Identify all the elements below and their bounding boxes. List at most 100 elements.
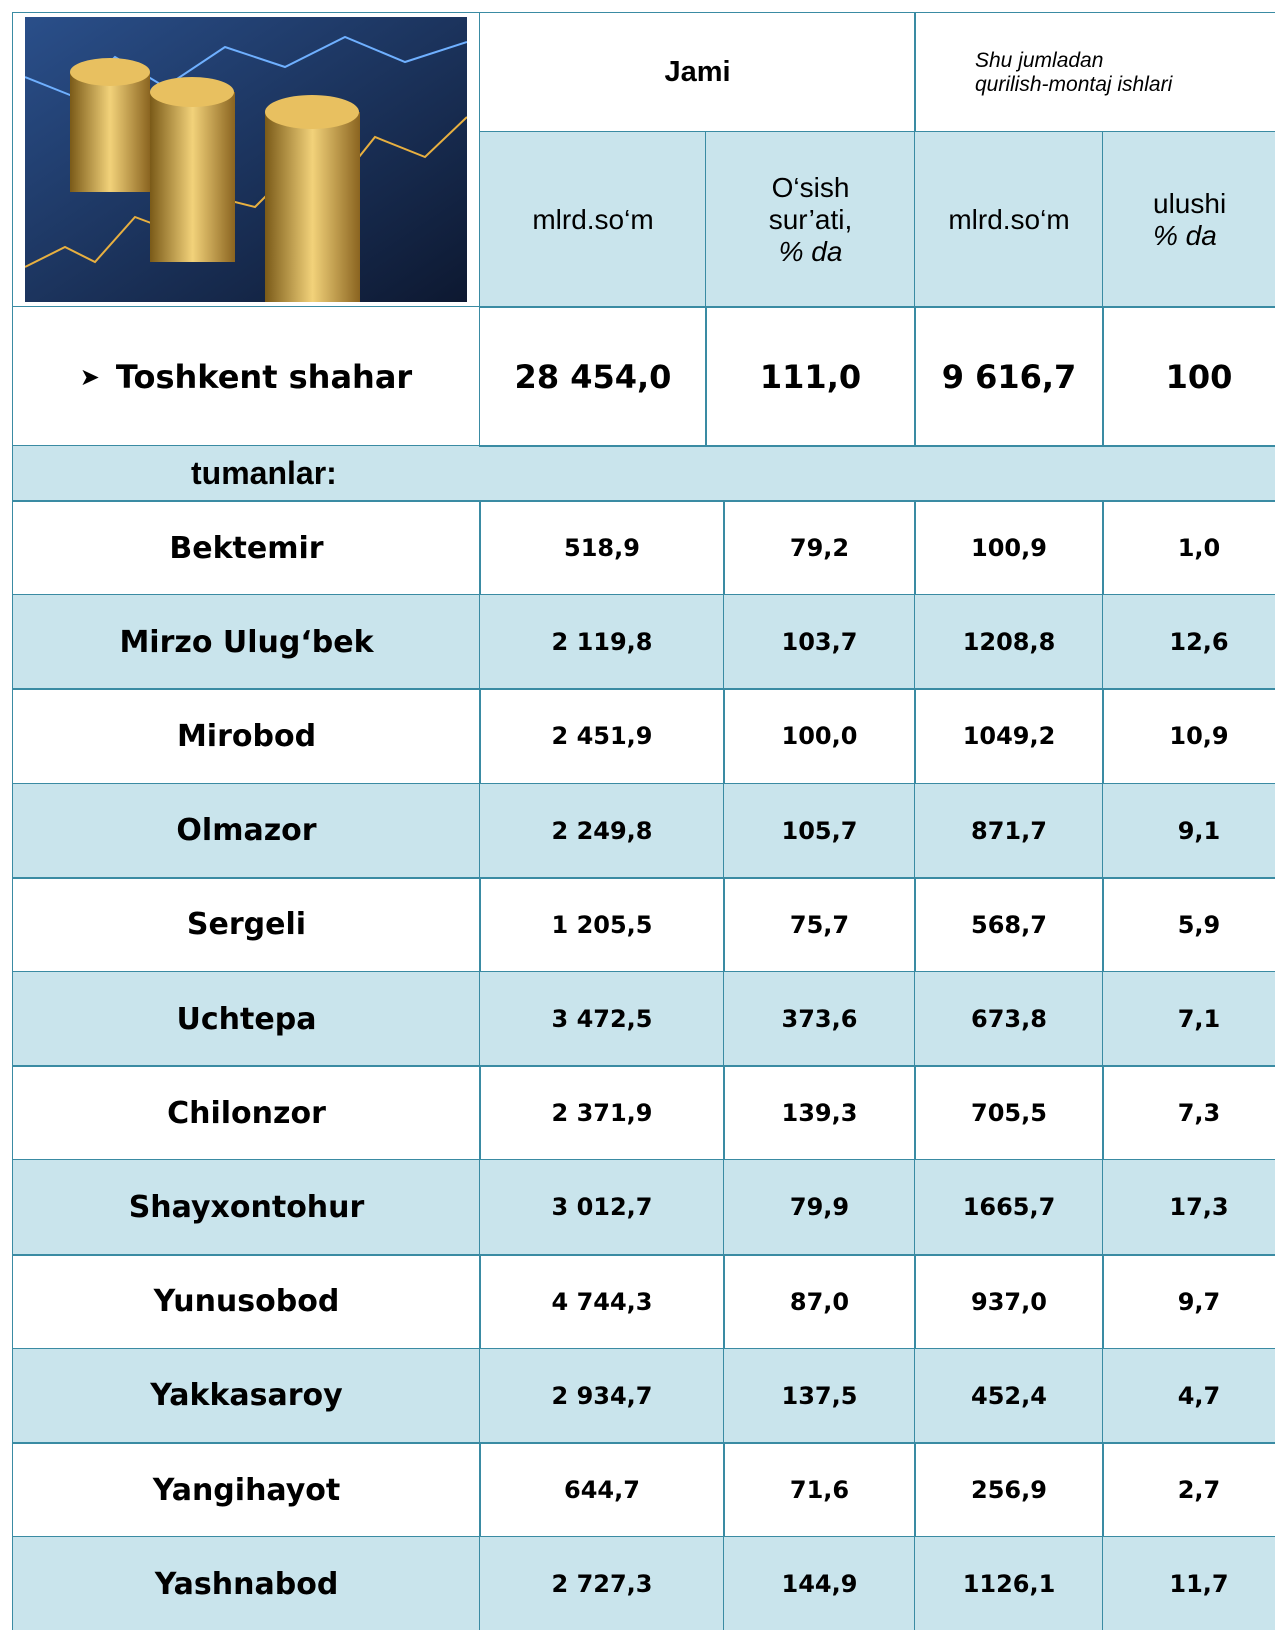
table-cell: 937,0 — [914, 1253, 1104, 1350]
total-cell-text: 100 — [1165, 357, 1233, 396]
district-name: Mirobod — [12, 688, 481, 785]
table-cell-text: 139,3 — [781, 1099, 858, 1128]
table-cell-text: 568,7 — [971, 910, 1047, 939]
table-cell-text: 2 451,9 — [551, 722, 653, 751]
table-cell: 105,7 — [723, 782, 916, 879]
table-cell-text: 87,0 — [789, 1287, 850, 1316]
table-cell-text: 2 119,8 — [551, 628, 653, 657]
table-cell: 3 472,5 — [479, 971, 725, 1068]
table-cell: 2,7 — [1102, 1442, 1275, 1539]
table-cell-text: 105,7 — [781, 816, 858, 845]
table-cell: 452,4 — [914, 1347, 1104, 1444]
table-cell-text: 1049,2 — [962, 722, 1056, 751]
header-text: mlrd.so‘m — [532, 203, 654, 235]
table-cell-text: 452,4 — [971, 1381, 1047, 1410]
table-cell: 2 451,9 — [479, 688, 725, 785]
header-text: qurilish-montaj ishlari — [975, 72, 1173, 96]
district-name-text: Olmazor — [176, 813, 317, 849]
table-cell: 9,7 — [1102, 1253, 1275, 1350]
table-cell: 4 744,3 — [479, 1253, 725, 1350]
table-cell: 7,1 — [1102, 971, 1275, 1068]
table-cell-text: 100,0 — [781, 722, 858, 751]
table-cell-text: 518,9 — [564, 534, 640, 563]
table-cell: 75,7 — [723, 876, 916, 973]
district-name-text: Chilonzor — [167, 1095, 326, 1131]
table-cell-text: 17,3 — [1169, 1193, 1229, 1222]
district-name: Yakkasaroy — [12, 1347, 481, 1444]
total-cell: 111,0 — [705, 306, 916, 447]
table-cell: 100,9 — [914, 500, 1104, 597]
table-cell: 673,8 — [914, 971, 1104, 1068]
district-name-text: Yakkasaroy — [150, 1378, 343, 1414]
table-cell-text: 4 744,3 — [551, 1287, 653, 1316]
table-cell: 10,9 — [1102, 688, 1275, 785]
table-cell: 103,7 — [723, 594, 916, 691]
district-name: Sergeli — [12, 876, 481, 973]
table-cell: 2 934,7 — [479, 1347, 725, 1444]
table-cell-text: 256,9 — [971, 1476, 1047, 1505]
district-name: Mirzo Ulug‘bek — [12, 594, 481, 691]
table-cell-text: 137,5 — [781, 1381, 858, 1410]
header-text: ulushi — [1153, 187, 1227, 219]
table-cell: 79,2 — [723, 500, 916, 597]
table-cell: 137,5 — [723, 1347, 916, 1444]
table-cell-text: 11,7 — [1169, 1570, 1229, 1599]
table-cell-text: 2 371,9 — [551, 1099, 653, 1128]
table-cell-text: 4,7 — [1177, 1381, 1221, 1410]
district-name-text: Bektemir — [169, 530, 324, 566]
district-name-text: Sergeli — [186, 907, 307, 943]
district-name: Olmazor — [12, 782, 481, 879]
table-cell-text: 1208,8 — [962, 628, 1056, 657]
table-cell-text: 9,7 — [1177, 1287, 1221, 1316]
table-cell-text: 871,7 — [971, 816, 1047, 845]
table-cell: 256,9 — [914, 1442, 1104, 1539]
table-cell: 12,6 — [1102, 594, 1275, 691]
table-cell: 518,9 — [479, 500, 725, 597]
total-name: Toshkent shahar — [115, 357, 413, 396]
total-cell-text: 9 616,7 — [941, 357, 1077, 396]
table-cell-text: 5,9 — [1177, 910, 1221, 939]
table-cell: 1126,1 — [914, 1536, 1104, 1630]
table-cell-text: 10,9 — [1169, 722, 1229, 751]
table-cell: 2 249,8 — [479, 782, 725, 879]
district-name-text: Yunusobod — [153, 1284, 340, 1320]
table-cell: 1049,2 — [914, 688, 1104, 785]
table-cell-text: 3 472,5 — [551, 1005, 653, 1034]
total-name-cell: ➤ Toshkent shahar — [12, 306, 480, 447]
image-cell — [12, 12, 480, 307]
table-cell-text: 100,9 — [971, 534, 1047, 563]
header-text: mlrd.so‘m — [948, 203, 1070, 235]
table-cell: 2 727,3 — [479, 1536, 725, 1630]
table-cell-text: 1,0 — [1177, 534, 1221, 563]
table-cell-text: 1126,1 — [962, 1570, 1056, 1599]
district-name: Chilonzor — [12, 1065, 481, 1162]
table-cell: 2 371,9 — [479, 1065, 725, 1162]
table-cell: 1,0 — [1102, 500, 1275, 597]
district-name: Yunusobod — [12, 1253, 481, 1350]
table-cell-text: 2 934,7 — [551, 1381, 653, 1410]
table-cell: 139,3 — [723, 1065, 916, 1162]
header-text: Shu jumladan — [975, 48, 1104, 72]
total-cell: 100 — [1102, 306, 1275, 447]
district-name: Yashnabod — [12, 1536, 481, 1630]
table-cell: 5,9 — [1102, 876, 1275, 973]
table-cell-text: 75,7 — [789, 910, 850, 939]
total-cell: 9 616,7 — [914, 306, 1104, 447]
table-cell: 568,7 — [914, 876, 1104, 973]
district-name-text: Yashnabod — [154, 1566, 339, 1602]
table-cell-text: 79,2 — [789, 534, 850, 563]
district-name-text: Uchtepa — [176, 1001, 317, 1037]
table-cell-text: 12,6 — [1169, 628, 1229, 657]
table-cell-text: 1665,7 — [962, 1193, 1056, 1222]
header-text: O‘sish — [771, 171, 850, 203]
table-cell: 3 012,7 — [479, 1159, 725, 1256]
table-cell-text: 937,0 — [971, 1287, 1047, 1316]
table-cell: 17,3 — [1102, 1159, 1275, 1256]
header-text: % da — [778, 235, 843, 267]
table-cell: 4,7 — [1102, 1347, 1275, 1444]
district-name-text: Shayxontohur — [128, 1189, 365, 1225]
table-cell: 1 205,5 — [479, 876, 725, 973]
table-cell: 100,0 — [723, 688, 916, 785]
header-text: sur’ati, — [768, 203, 853, 235]
sub-header: O‘sish sur’ati,% da — [705, 131, 916, 308]
